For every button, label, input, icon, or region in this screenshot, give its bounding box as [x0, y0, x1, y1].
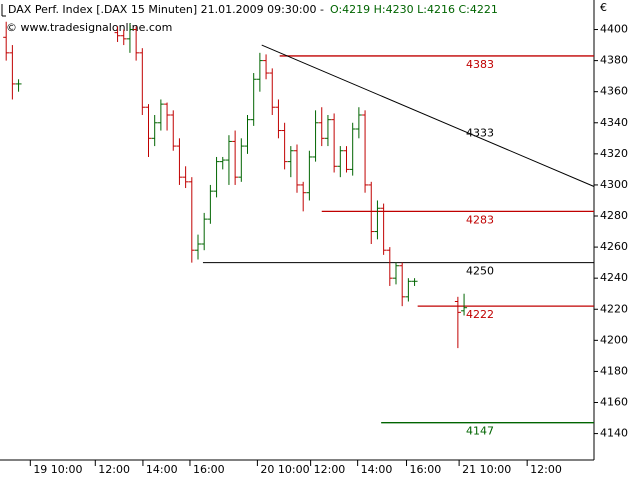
x-tick-label: 14:00 [361, 463, 393, 476]
y-tick-label: 4300 [600, 178, 628, 191]
y-tick-label: 4200 [600, 333, 628, 346]
y-tick-label: 4220 [600, 302, 628, 315]
level-label: 4383 [466, 58, 494, 71]
level-label: 4222 [466, 308, 494, 321]
y-tick-label: 4180 [600, 364, 628, 377]
x-tick-label: 21 10:00 [462, 463, 511, 476]
y-tick-label: 4400 [600, 23, 628, 36]
x-tick-label: 20 10:00 [260, 463, 309, 476]
watermark: © www.tradesignalonline.com [6, 21, 172, 34]
currency: € [600, 1, 607, 14]
x-tick-label: 12:00 [98, 463, 130, 476]
y-tick-label: 4320 [600, 147, 628, 160]
level-label: 4283 [466, 213, 494, 226]
y-tick-label: 4240 [600, 271, 628, 284]
level-label: 4250 [466, 265, 494, 278]
trendline-label: 4333 [466, 127, 494, 140]
x-tick-label: 19 10:00 [33, 463, 82, 476]
quote: O:4219 H:4230 L:4216 C:4221 [330, 3, 498, 16]
y-tick-label: 4140 [600, 427, 628, 440]
y-tick-label: 4280 [600, 209, 628, 222]
x-tick-label: 14:00 [146, 463, 178, 476]
x-tick-label: 12:00 [314, 463, 346, 476]
y-tick-label: 4380 [600, 54, 628, 67]
y-tick-label: 4260 [600, 240, 628, 253]
y-tick-label: 4160 [600, 396, 628, 409]
x-tick-label: 16:00 [193, 463, 225, 476]
y-tick-label: 4360 [600, 85, 628, 98]
trendline [261, 44, 595, 187]
level-label: 4147 [466, 425, 494, 438]
y-tick-label: 4340 [600, 116, 628, 129]
x-tick-label: 16:00 [410, 463, 442, 476]
chart-title: DAX Perf. Index [.DAX 15 Minuten] 21.01.… [8, 3, 324, 16]
x-tick-label: 12:00 [530, 463, 562, 476]
